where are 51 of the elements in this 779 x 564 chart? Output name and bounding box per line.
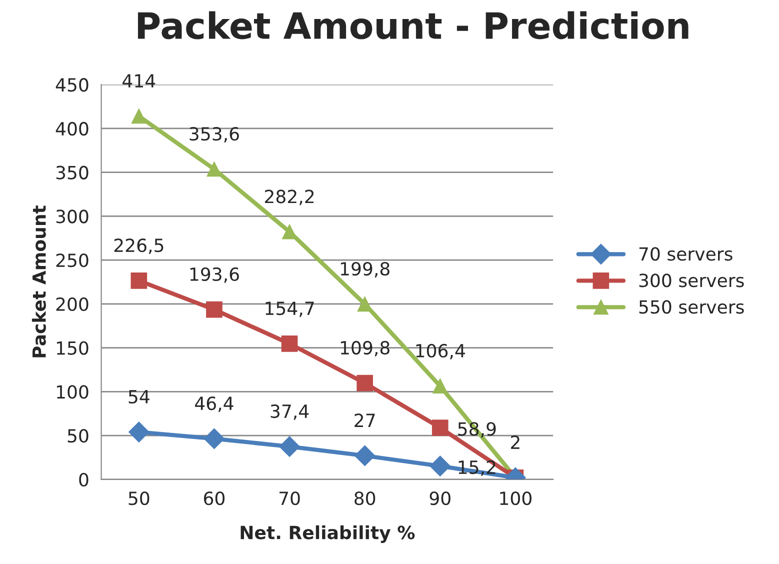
- y-tick-label: 200: [56, 297, 88, 312]
- y-tick-label: 0: [79, 472, 88, 487]
- x-tick-label: 80: [354, 492, 376, 506]
- y-tick-label: 450: [56, 78, 88, 92]
- point: [354, 445, 376, 466]
- y-tick-label: 100: [56, 385, 88, 399]
- data-label: 353,6: [190, 127, 239, 143]
- data-label: 46,4: [195, 396, 234, 412]
- data-label: 282,2: [265, 190, 314, 206]
- data-label: 54: [128, 390, 150, 404]
- point: [131, 108, 146, 124]
- data-label: 109,8: [340, 340, 390, 356]
- point: [432, 378, 448, 394]
- point: [128, 422, 150, 442]
- data-label: 27: [354, 414, 375, 427]
- point: [279, 436, 300, 457]
- y-tick-label: 250: [56, 254, 88, 268]
- data-label: 193,6: [190, 267, 239, 283]
- y-tick-label: 400: [56, 122, 88, 136]
- y-tick-label: 50: [68, 428, 88, 443]
- data-label: 226,5: [114, 238, 164, 254]
- point: [432, 420, 448, 436]
- y-tick-label: 150: [56, 341, 88, 355]
- data-label: 154,7: [266, 302, 314, 318]
- x-tick-label: 90: [430, 492, 450, 506]
- x-tick-label: 70: [280, 492, 300, 506]
- chart-title: Packet Amount - Prediction: [138, 11, 688, 40]
- point: [206, 162, 222, 177]
- point: [430, 456, 450, 476]
- y-tick-label: 300: [56, 210, 88, 224]
- data-label: 199,8: [340, 262, 390, 278]
- y-axis-title: Packet Amount: [32, 205, 46, 358]
- x-tick-label: 60: [204, 492, 225, 506]
- y-tick-label: 350: [56, 166, 88, 180]
- point: [204, 428, 225, 450]
- point: [356, 374, 373, 392]
- legend-label: 550 servers: [639, 300, 744, 314]
- data-label: 2: [511, 435, 520, 449]
- point: [357, 296, 372, 312]
- x-tick-label: 50: [128, 492, 150, 506]
- data-label: 37,4: [270, 404, 309, 420]
- point: [281, 336, 298, 352]
- legend-label: 70 servers: [639, 247, 732, 261]
- point: [206, 301, 222, 318]
- point: [282, 224, 297, 240]
- data-label: 414: [122, 74, 156, 88]
- data-label: 106,4: [416, 344, 465, 360]
- x-tick-label: 100: [500, 492, 532, 506]
- legend-label: 300 servers: [639, 274, 744, 288]
- x-axis-title: Net. Reliability %: [240, 525, 415, 543]
- point: [130, 272, 148, 289]
